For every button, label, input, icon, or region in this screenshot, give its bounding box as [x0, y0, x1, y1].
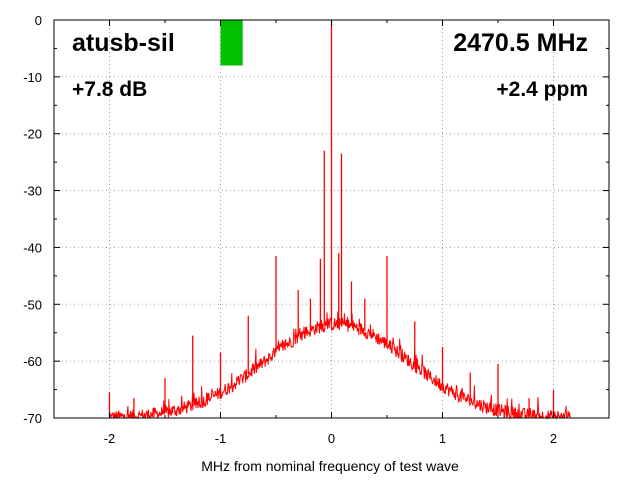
- x-axis-title: MHz from nominal frequency of test wave: [201, 458, 459, 474]
- tick-labels: -2 -1 0 1 20-10-20-30-40-50-60-70: [23, 13, 557, 446]
- y-tick-label: -70: [23, 411, 42, 426]
- spurs-group: [108, 20, 555, 418]
- y-tick-label: -60: [23, 354, 42, 369]
- x-tick-label: -1: [215, 431, 227, 446]
- x-tick-label: 2: [550, 431, 557, 446]
- ticks: [54, 19, 609, 419]
- y-tick-label: -10: [23, 70, 42, 85]
- power-label: +7.8 dB: [72, 78, 147, 101]
- ppm-label: +2.4 ppm: [496, 78, 588, 101]
- grid: [54, 20, 609, 418]
- x-tick-label: 1: [439, 431, 446, 446]
- y-tick-label: -40: [23, 240, 42, 255]
- x-tick-label: 0: [328, 431, 335, 446]
- y-tick-label: 0: [35, 13, 42, 28]
- y-tick-label: -30: [23, 184, 42, 199]
- y-tick-label: -50: [23, 297, 42, 312]
- indicator-layer: [220, 20, 243, 66]
- x-tick-label: -2: [104, 431, 116, 446]
- y-tick-label: -20: [23, 127, 42, 142]
- noise-floor-trace: [109, 311, 571, 420]
- device-label: atusb-sil: [72, 29, 175, 57]
- frequency-label: 2470.5 MHz: [453, 29, 588, 57]
- level-indicator-bar: [220, 20, 243, 66]
- series-layer: [108, 20, 571, 420]
